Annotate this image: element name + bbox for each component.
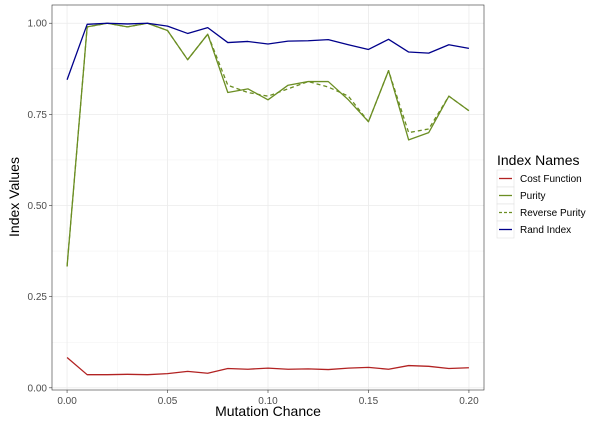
x-axis-ticks: 0.00 0.05 0.10 0.15 0.20 <box>57 390 479 407</box>
series-line-rand-index <box>66 22 470 80</box>
series-layer <box>66 22 470 376</box>
y-tick-label: 1.00 <box>28 19 48 30</box>
y-axis-ticks: 0.00 0.25 0.50 0.75 1.00 <box>28 19 52 394</box>
legend-item-cost-function: Cost Function <box>496 169 582 188</box>
legend-item-rand-index: Rand Index <box>496 220 571 239</box>
y-tick-label: 0.50 <box>28 201 48 212</box>
y-tick-label: 0.00 <box>28 383 48 394</box>
legend-items: Cost Function Purity Reverse Purity Rand In… <box>496 169 586 239</box>
legend-item-purity: Purity <box>496 186 546 205</box>
y-axis-title: Index Values <box>6 157 22 237</box>
series-line-reverse-purity <box>66 22 470 267</box>
x-tick-label: 0.00 <box>57 396 77 407</box>
x-tick-label: 0.05 <box>158 396 178 407</box>
x-tick-label: 0.15 <box>359 396 379 407</box>
legend-label: Cost Function <box>520 174 582 185</box>
y-tick-label: 0.25 <box>28 292 48 303</box>
legend-label: Rand Index <box>520 225 571 236</box>
x-tick-label: 0.10 <box>258 396 278 407</box>
x-axis-title: Mutation Chance <box>215 403 321 419</box>
x-tick-label: 0.20 <box>459 396 479 407</box>
series-line-cost-function <box>66 357 469 376</box>
legend-item-reverse-purity: Reverse Purity <box>496 203 586 222</box>
legend-title: Index Names <box>497 152 579 168</box>
legend-label: Reverse Purity <box>520 208 586 219</box>
legend-label: Purity <box>520 191 546 202</box>
legend: Index Names Cost Function Purity Reverse P… <box>496 152 586 239</box>
y-tick-label: 0.75 <box>28 110 48 121</box>
